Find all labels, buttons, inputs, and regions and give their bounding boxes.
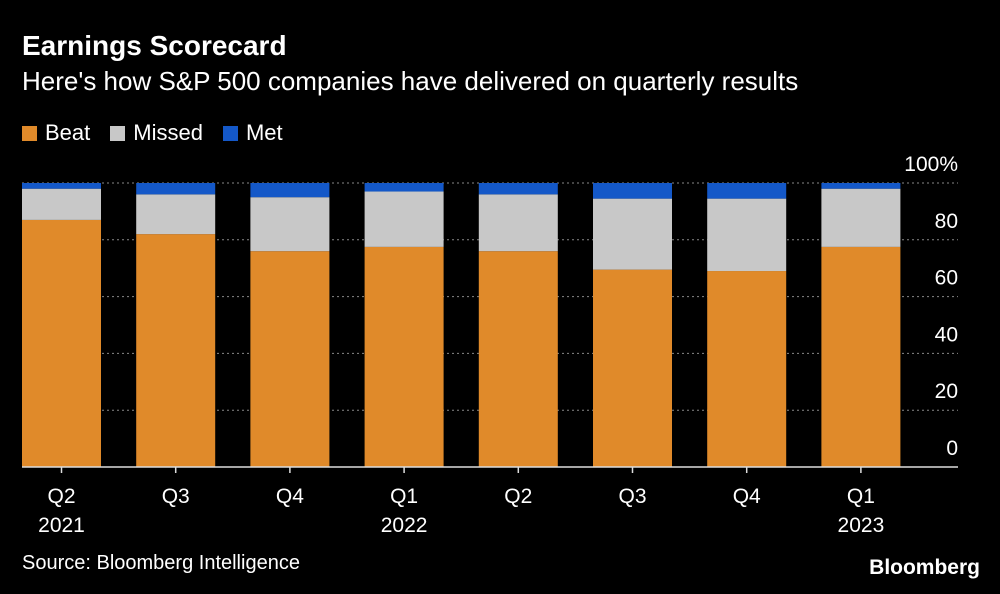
bar-missed-1 [136,194,216,235]
legend-label-met: Met [245,120,283,145]
bar-beat-0 [22,219,101,467]
y-tick-label: 20 [935,380,958,403]
legend-item-missed: Missed [110,120,203,146]
bar-beat-2 [250,251,330,467]
y-tick-label: 80 [935,210,958,233]
bar-met-0 [22,183,101,189]
x-tick-label-year: 2021 [38,514,85,537]
bar-met-7 [821,183,901,189]
x-tick-labels: Q2 2021 Q3 Q4 Q1 2022 Q2 Q3 Q4 Q1 2023 [38,485,884,537]
legend-item-met: Met [222,120,283,146]
x-tick-label-year: 2022 [381,514,428,537]
bar-met-5 [593,183,672,199]
bar-met-2 [250,183,330,198]
x-tick-label-quarter: Q2 [47,485,75,508]
x-tick-label-year: 2023 [838,514,885,537]
y-tick-label: 100% [904,153,958,176]
legend-swatch-beat [22,125,37,141]
source-note: Source: Bloomberg Intelligence [22,552,300,574]
bar-met-6 [707,183,787,199]
bloomberg-logo: Bloomberg [869,556,980,579]
x-axis [22,466,958,473]
bar-met-4 [478,183,558,195]
bar-met-1 [136,183,216,195]
y-axis: 0 20 40 60 80 100% [904,153,958,460]
bar-missed-0 [22,188,101,220]
bar-beat-6 [707,271,787,467]
bar-beat-5 [593,269,672,467]
legend-label-beat: Beat [45,120,91,145]
x-tick-label-quarter: Q1 [390,485,418,508]
bar-beat-4 [478,251,558,467]
bar-beat-1 [136,234,216,467]
legend-swatch-met [222,125,238,141]
x-tick-label-quarter: Q4 [733,485,761,508]
y-tick-label: 0 [946,437,958,460]
y-tick-label: 60 [935,267,958,290]
y-tick-label: 40 [935,323,958,346]
bar-missed-3 [364,191,444,247]
x-tick-label-quarter: Q1 [847,485,875,508]
bar-missed-2 [250,197,330,252]
bar-met-3 [364,183,444,192]
x-tick-label-quarter: Q3 [162,485,190,508]
legend: Beat Missed Met [22,120,283,146]
bar-beat-7 [821,246,901,467]
x-tick-label-quarter: Q4 [276,485,304,508]
bar-beat-3 [364,246,444,467]
legend-label-missed: Missed [133,120,203,145]
bars [22,183,901,467]
chart-subtitle: Here's how S&P 500 companies have delive… [22,66,799,96]
bar-missed-7 [821,188,901,247]
legend-swatch-missed [110,125,126,141]
x-tick-label-quarter: Q2 [504,485,532,508]
bar-missed-4 [478,194,558,252]
bar-missed-5 [593,198,672,270]
legend-item-beat: Beat [22,120,90,146]
chart-title: Earnings Scorecard [22,30,287,61]
x-tick-label-quarter: Q3 [618,485,646,508]
bar-missed-6 [707,198,787,272]
